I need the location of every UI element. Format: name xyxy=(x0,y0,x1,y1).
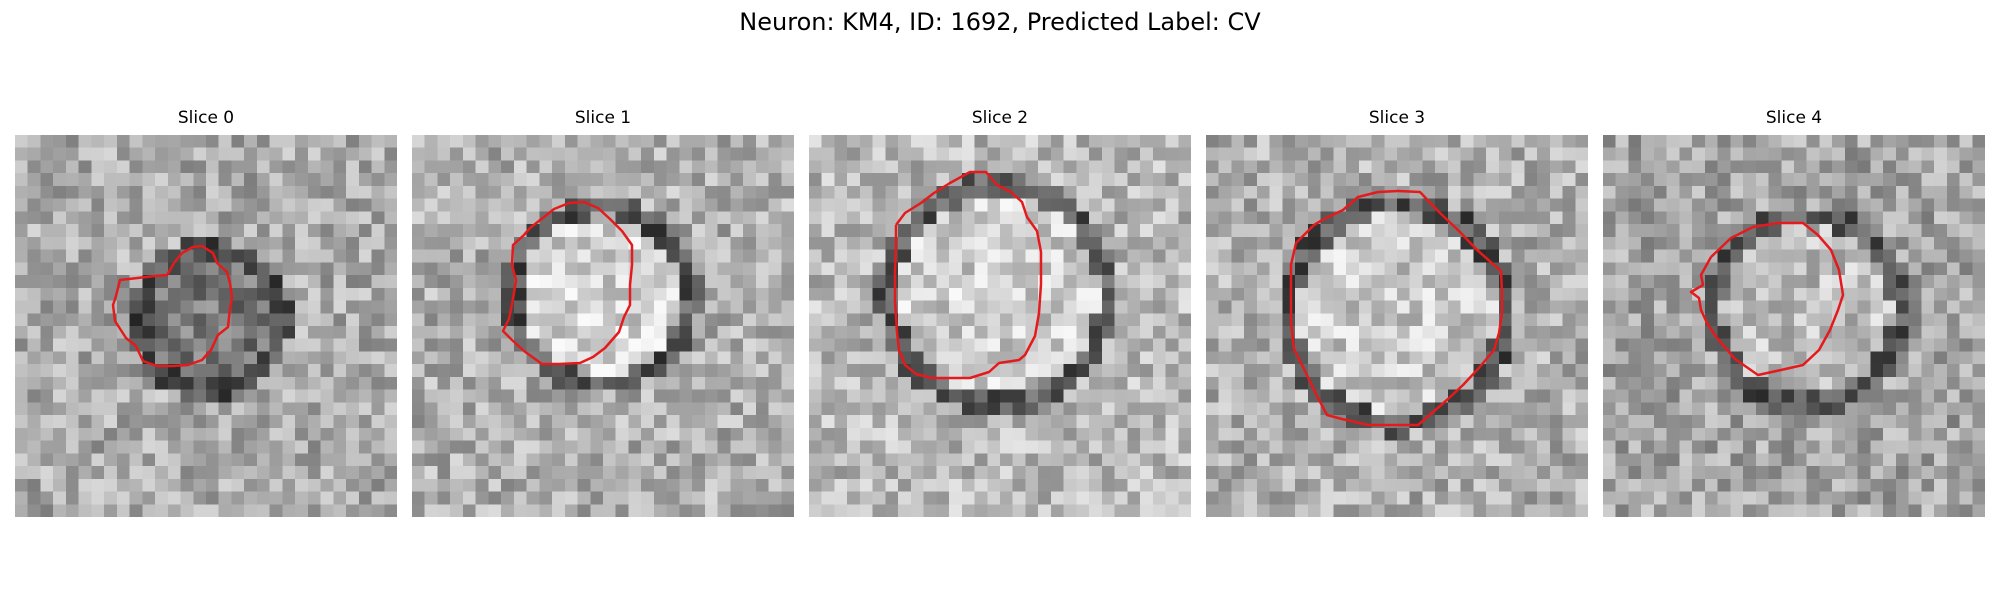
segmentation-contour xyxy=(893,170,1043,380)
segmentation-contour xyxy=(1689,221,1845,377)
segmentation-contour-overlay xyxy=(1289,189,1504,427)
grayscale-micrograph xyxy=(1206,135,1588,517)
segmentation-contour xyxy=(501,200,634,366)
grayscale-micrograph xyxy=(1603,135,1985,517)
slice-title: Slice 2 xyxy=(971,108,1029,128)
segmentation-contour xyxy=(111,244,234,368)
segmentation-contour xyxy=(1289,189,1504,427)
segmentation-contour-overlay xyxy=(1689,221,1845,377)
figure-title: Neuron: KM4, ID: 1692, Predicted Label: … xyxy=(739,8,1261,36)
segmentation-contour-overlay xyxy=(893,170,1043,380)
slice-image xyxy=(809,135,1191,517)
slice-title: Slice 0 xyxy=(177,108,235,128)
segmentation-contour-overlay xyxy=(111,244,234,368)
slice-image xyxy=(1603,135,1985,517)
grayscale-micrograph xyxy=(412,135,794,517)
slice-title: Slice 4 xyxy=(1765,108,1823,128)
segmentation-contour-overlay xyxy=(501,200,634,366)
slice-image xyxy=(412,135,794,517)
slice-image xyxy=(15,135,397,517)
slice-title: Slice 3 xyxy=(1368,108,1426,128)
grayscale-micrograph xyxy=(15,135,397,517)
slice-image xyxy=(1206,135,1588,517)
grayscale-micrograph xyxy=(809,135,1191,517)
slice-title: Slice 1 xyxy=(574,108,632,128)
